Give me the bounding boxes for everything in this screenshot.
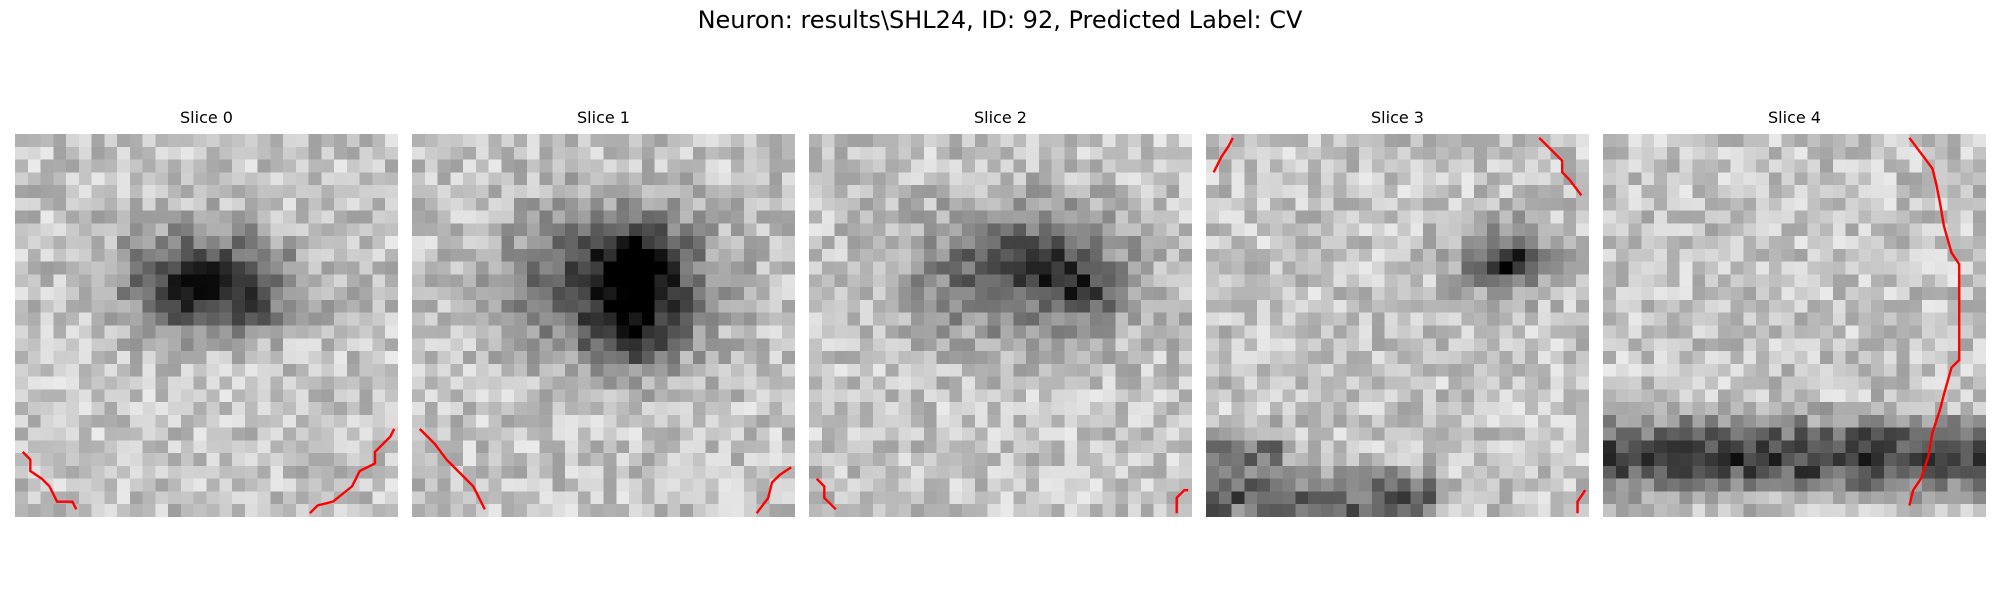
contour-line [1212,137,1234,173]
contour-line [1908,137,1961,506]
pixel-grid [15,134,398,517]
slice-image [1603,134,1986,517]
slice-title: Slice 1 [577,108,630,127]
slice-svg [412,134,795,517]
slice-title: Slice 3 [1371,108,1424,127]
slice-image [1206,134,1589,517]
slice-image [412,134,795,517]
slice-title: Slice 2 [974,108,1027,127]
pixel-grid [1603,134,1986,517]
contour-line [21,451,78,510]
contour-line [815,477,837,511]
contour-line [1538,136,1583,197]
contour-line [755,466,792,514]
pixel-grid [809,134,1192,517]
slice-image [809,134,1192,517]
contour-line [309,428,396,515]
contour-line [1175,489,1189,514]
slice-image [15,134,398,517]
slice-svg [809,134,1192,517]
figure-title: Neuron: results\SHL24, ID: 92, Predicted… [697,6,1303,34]
slice-svg [1206,134,1589,517]
slice-title: Slice 0 [180,108,233,127]
pixel-grid [412,134,795,517]
slice-title: Slice 4 [1768,108,1821,127]
contour-line [1576,489,1587,514]
pixel-grid [1206,134,1589,517]
contour-line [418,428,486,510]
slice-svg [1603,134,1986,517]
slice-svg [15,134,398,517]
